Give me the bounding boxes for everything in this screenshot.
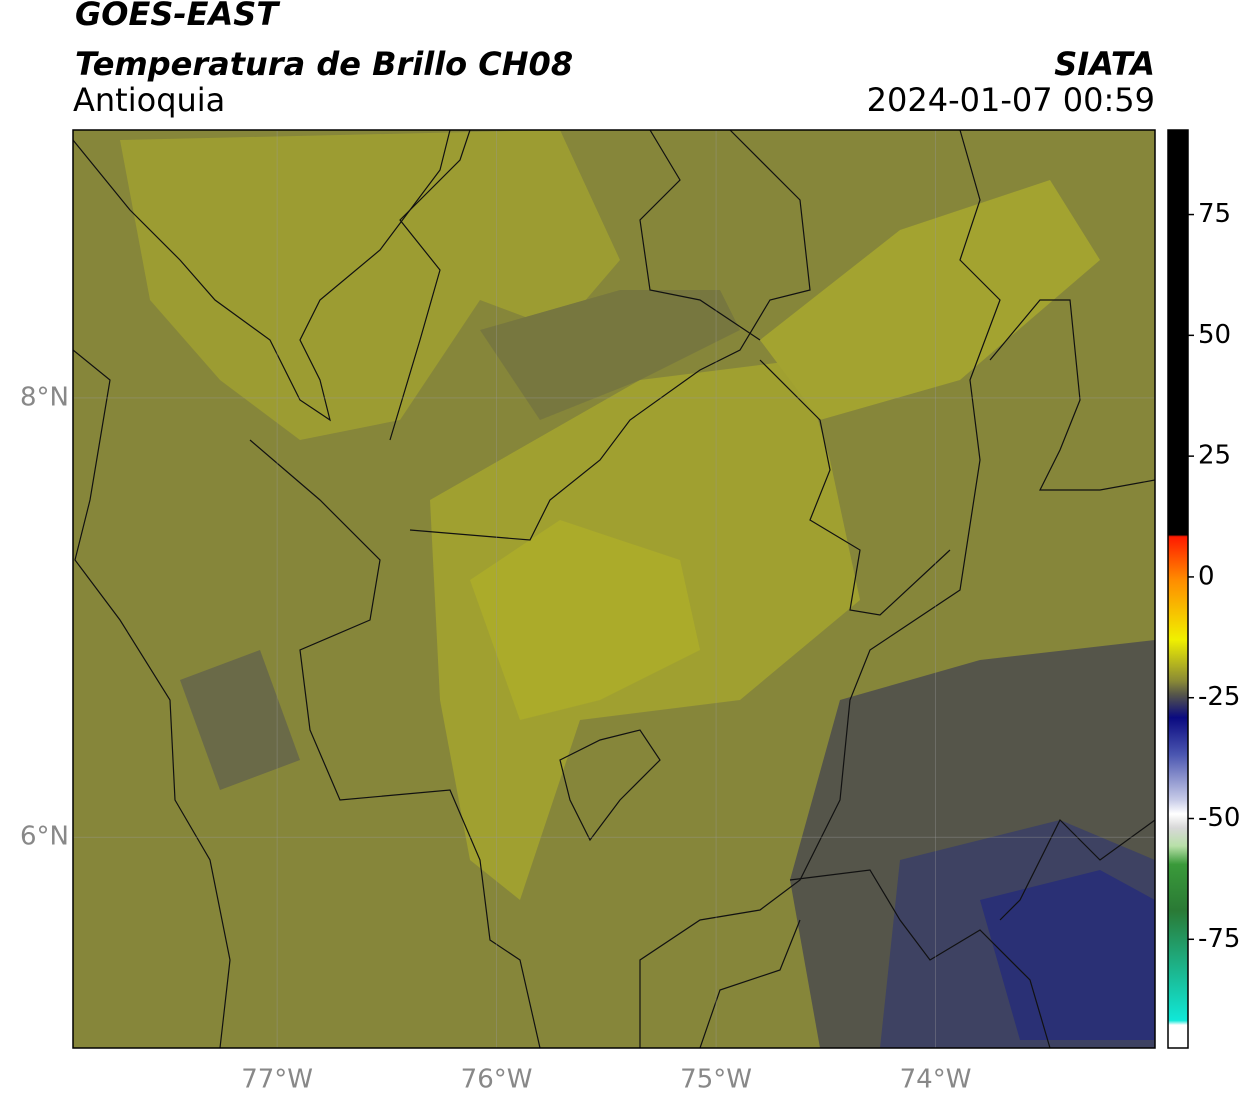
x-tick-label: 76°W bbox=[461, 1065, 533, 1095]
datetime: 2024-01-07 00:59 bbox=[867, 81, 1155, 119]
satellite-image bbox=[73, 130, 1155, 1048]
colorbar-tick-label: 50 bbox=[1198, 320, 1231, 350]
graticule bbox=[73, 130, 1155, 1048]
x-tick-label: 75°W bbox=[680, 1065, 752, 1095]
x-tick-label: 77°W bbox=[241, 1065, 313, 1095]
colorbar-tick-label: 25 bbox=[1198, 441, 1231, 471]
region: Antioquia bbox=[73, 81, 225, 119]
colorbar-tick-label: -75 bbox=[1198, 924, 1240, 954]
map-frame bbox=[72, 129, 1156, 1049]
y-tick-label: 6°N bbox=[20, 822, 69, 852]
colorbar bbox=[1167, 129, 1189, 1049]
colorbar-tick-label: -25 bbox=[1198, 682, 1240, 712]
y-tick-label: 8°N bbox=[20, 382, 69, 412]
source: SIATA bbox=[1054, 45, 1155, 83]
colorbar-tick-label: 0 bbox=[1198, 561, 1215, 591]
colorbar-tick-label: -50 bbox=[1198, 803, 1240, 833]
x-tick-label: 74°W bbox=[900, 1065, 972, 1095]
subtitle: Temperatura de Brillo CH08 bbox=[75, 45, 573, 83]
colorbar-tick-label: 75 bbox=[1198, 199, 1231, 229]
title: GOES-EAST bbox=[75, 0, 280, 33]
